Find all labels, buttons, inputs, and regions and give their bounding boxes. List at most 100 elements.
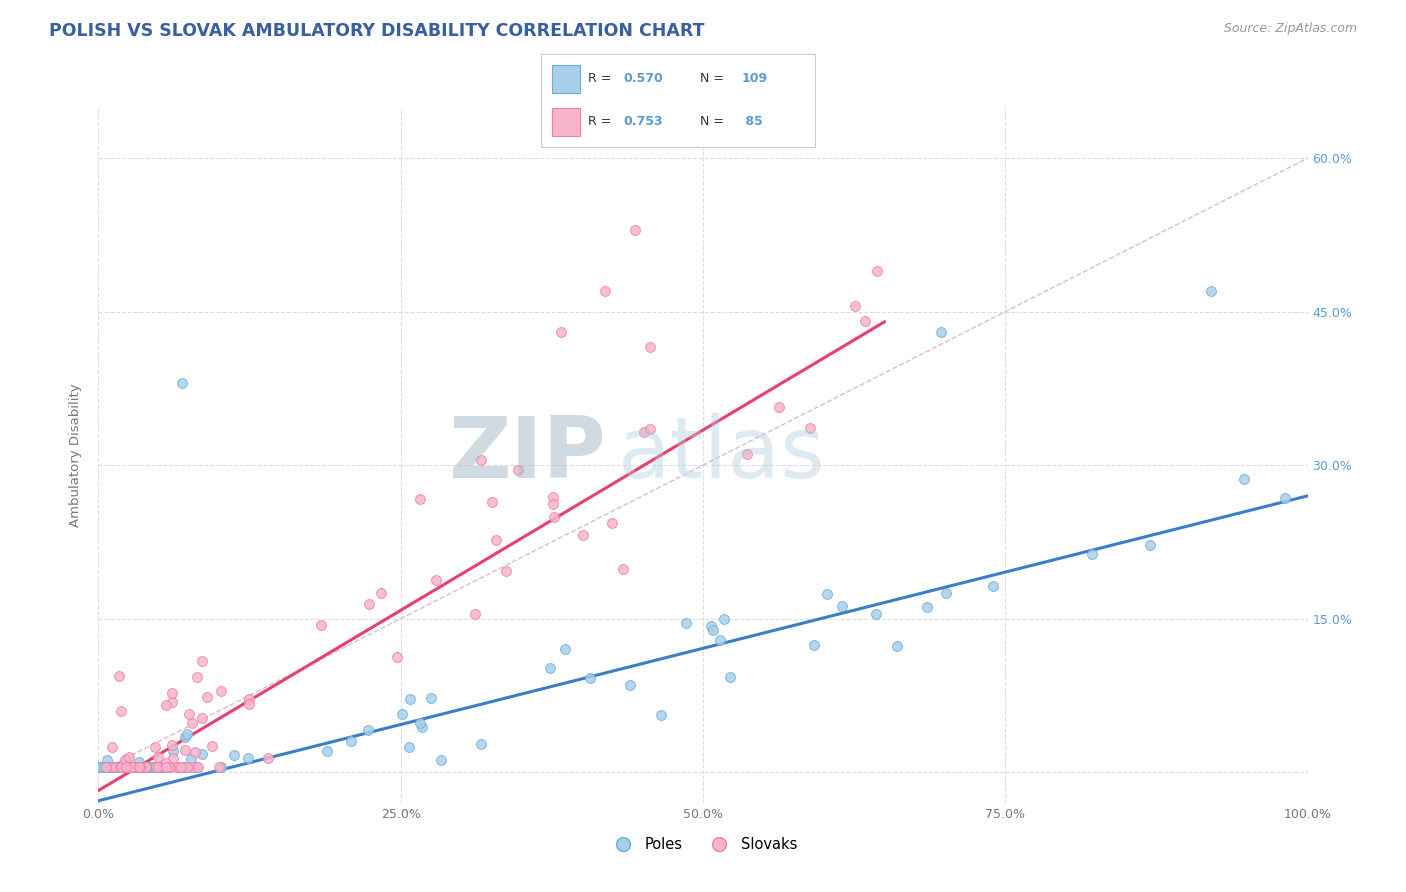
Point — [118, 750, 141, 764]
Point — [114, 760, 136, 774]
Point — [128, 760, 150, 774]
Point — [122, 760, 145, 774]
Point — [98, 760, 121, 774]
Point — [118, 760, 141, 774]
Point — [866, 264, 889, 278]
Point — [124, 760, 146, 774]
Point — [117, 760, 139, 774]
Point — [238, 697, 260, 711]
Point — [143, 739, 166, 754]
Text: 109: 109 — [741, 72, 768, 86]
Point — [1199, 284, 1222, 298]
Point — [1139, 538, 1161, 552]
Point — [191, 747, 214, 761]
Text: Source: ZipAtlas.com: Source: ZipAtlas.com — [1223, 22, 1357, 36]
Point — [94, 760, 117, 774]
Point — [1274, 491, 1296, 505]
Point — [162, 744, 184, 758]
Point — [96, 760, 118, 774]
Point — [139, 760, 162, 774]
Point — [257, 751, 280, 765]
Point — [650, 707, 672, 722]
Point — [595, 284, 617, 298]
Point — [340, 733, 363, 747]
Point — [865, 607, 887, 621]
Point — [799, 421, 821, 435]
Point — [387, 650, 409, 665]
Point — [114, 760, 136, 774]
Point — [115, 760, 138, 774]
Point — [110, 760, 132, 774]
Point — [735, 447, 758, 461]
Text: R =: R = — [588, 72, 616, 86]
Point — [100, 760, 122, 774]
Point — [122, 760, 145, 774]
Point — [114, 760, 136, 774]
Point — [117, 760, 139, 774]
Point — [713, 612, 735, 626]
Point — [179, 707, 201, 722]
Point — [222, 747, 245, 762]
Point — [675, 615, 697, 630]
Point — [181, 760, 204, 774]
Point — [186, 670, 208, 684]
Point — [370, 586, 392, 600]
Point — [90, 760, 112, 774]
Point — [96, 760, 118, 774]
Point — [309, 617, 332, 632]
Point — [180, 752, 202, 766]
Text: atlas: atlas — [619, 413, 827, 497]
Bar — [553, 108, 579, 136]
Point — [408, 492, 430, 507]
Point — [554, 642, 576, 657]
Point — [398, 740, 420, 755]
Point — [170, 376, 193, 391]
Point — [146, 760, 169, 774]
Point — [112, 760, 135, 774]
Point — [93, 760, 115, 774]
Point — [623, 223, 645, 237]
Point — [600, 516, 623, 530]
Point — [167, 760, 190, 774]
Text: 0.753: 0.753 — [624, 115, 664, 128]
Point — [508, 463, 530, 477]
Point — [579, 672, 602, 686]
Point — [983, 579, 1005, 593]
Bar — [553, 65, 579, 93]
Point — [174, 760, 197, 774]
Point — [768, 400, 790, 414]
Point — [619, 678, 641, 692]
Point — [122, 760, 145, 774]
Y-axis label: Ambulatory Disability: Ambulatory Disability — [69, 383, 83, 527]
Point — [209, 760, 232, 774]
Point — [700, 619, 723, 633]
Text: 85: 85 — [741, 115, 763, 128]
Point — [844, 299, 866, 313]
Point — [134, 760, 156, 774]
Point — [146, 749, 169, 764]
Point — [159, 760, 181, 774]
Point — [538, 661, 561, 675]
Point — [149, 760, 172, 774]
Point — [104, 760, 127, 774]
Legend: Poles, Slovaks: Poles, Slovaks — [603, 831, 803, 858]
Point — [122, 760, 145, 774]
Point — [156, 760, 179, 774]
Point — [935, 585, 957, 599]
Point — [112, 760, 135, 774]
Point — [176, 727, 198, 741]
Point — [135, 760, 157, 774]
Point — [97, 760, 120, 774]
Point — [98, 760, 121, 774]
Point — [470, 453, 492, 467]
Point — [815, 587, 838, 601]
Point — [93, 760, 115, 774]
Point — [718, 670, 741, 684]
Point — [135, 760, 157, 774]
Point — [170, 760, 193, 774]
Point — [111, 760, 134, 774]
Point — [143, 760, 166, 774]
Point — [128, 755, 150, 769]
Point — [114, 760, 136, 774]
Point — [411, 720, 433, 734]
